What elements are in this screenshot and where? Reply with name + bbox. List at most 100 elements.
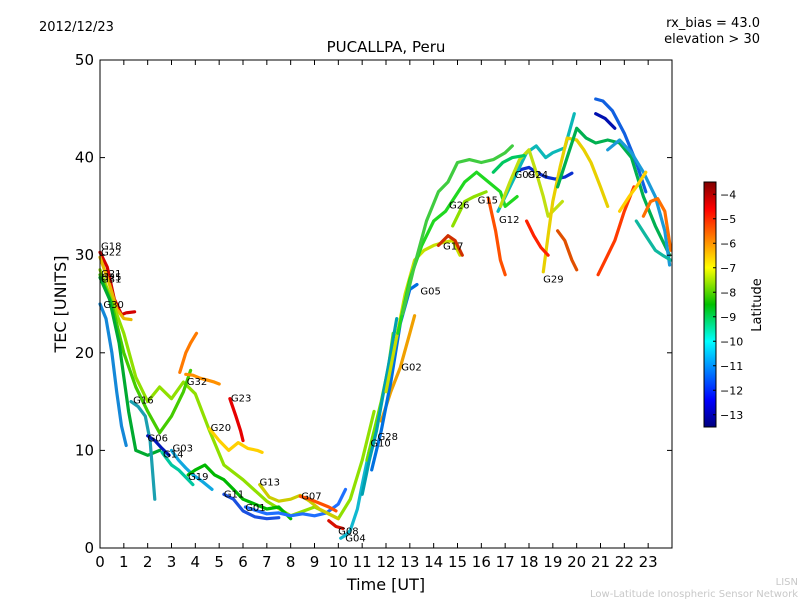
x-tick-label: 18 bbox=[519, 553, 538, 571]
series-line-g34 bbox=[486, 197, 507, 277]
series-layer bbox=[98, 97, 673, 540]
series-line-g05 bbox=[370, 282, 419, 472]
x-tick-label: 17 bbox=[496, 553, 515, 571]
y-axis-label: TEC [UNITS] bbox=[51, 256, 70, 354]
x-tick-label: 20 bbox=[567, 553, 586, 571]
satellite-label-g30: G30 bbox=[103, 300, 123, 311]
series-line-g04 bbox=[339, 448, 371, 540]
series-line-g40 bbox=[594, 112, 617, 130]
colorbar-tick-label: −11 bbox=[720, 360, 743, 373]
series-line-g17 bbox=[384, 239, 462, 394]
x-tick-label: 19 bbox=[543, 553, 562, 571]
footer-org-short: LISN bbox=[776, 577, 798, 588]
y-tick-label: 0 bbox=[84, 539, 94, 557]
colorbar-tick-label: −13 bbox=[720, 409, 743, 422]
colorbar-tick-label: −8 bbox=[720, 286, 736, 299]
satellite-label-g07: G07 bbox=[301, 491, 321, 502]
satellite-label-g18: G18 bbox=[101, 241, 121, 252]
colorbar-label: Latitude bbox=[750, 278, 765, 332]
x-tick-label: 8 bbox=[286, 553, 296, 571]
satellite-label-g16: G16 bbox=[133, 396, 153, 407]
rx-bias-label: rx_bias = 43.0 bbox=[666, 16, 760, 31]
elevation-label: elevation > 30 bbox=[664, 32, 760, 47]
series-line-g41 bbox=[596, 185, 636, 277]
chart-title: PUCALLPA, Peru bbox=[327, 38, 446, 56]
colorbar-tick-label: −7 bbox=[720, 262, 736, 275]
colorbar-tick-label: −4 bbox=[720, 188, 736, 201]
x-tick-label: 22 bbox=[615, 553, 634, 571]
x-tick-label: 21 bbox=[591, 553, 610, 571]
series-line-g16 bbox=[129, 400, 157, 501]
satellite-label-g03: G03 bbox=[173, 443, 193, 454]
satellite-label-g15: G15 bbox=[478, 196, 498, 207]
x-tick-label: 23 bbox=[639, 553, 658, 571]
satellite-label-g22: G22 bbox=[101, 247, 121, 258]
satellite-label-g29: G29 bbox=[543, 275, 563, 286]
satellite-label-g25: G25 bbox=[101, 273, 121, 284]
footer-org-full: Low-Latitude Ionospheric Sensor Network bbox=[590, 589, 798, 600]
series-line-g39 bbox=[606, 138, 672, 267]
satellite-label-g12: G12 bbox=[499, 215, 519, 226]
x-tick-label: 9 bbox=[310, 553, 320, 571]
satellite-label-g17: G17 bbox=[443, 241, 463, 252]
series-line-g23 bbox=[228, 397, 245, 443]
satellite-label-g14: G14 bbox=[163, 449, 183, 460]
series-line-g35 bbox=[525, 219, 550, 257]
satellite-label-g11: G11 bbox=[224, 489, 244, 500]
series-line-g22 bbox=[98, 255, 133, 322]
x-tick-label: 15 bbox=[448, 553, 467, 571]
series-line-g07 bbox=[298, 494, 338, 513]
series-line-g33 bbox=[436, 234, 464, 257]
plot-frame bbox=[99, 59, 673, 549]
satellite-label-g32: G32 bbox=[187, 377, 207, 388]
colorbar-tick-label: −5 bbox=[720, 213, 736, 226]
date-label: 2012/12/23 bbox=[39, 20, 114, 35]
satellite-label-g10: G10 bbox=[370, 439, 390, 450]
series-line-g42 bbox=[618, 170, 648, 213]
series-line-g44 bbox=[634, 219, 673, 262]
satellite-label-g09: G09 bbox=[515, 170, 535, 181]
series-line-g32b bbox=[184, 372, 221, 386]
satellite-label-g31: G31 bbox=[101, 275, 121, 286]
satellite-label-g20: G20 bbox=[211, 423, 231, 434]
satellite-label-g21: G21 bbox=[101, 269, 121, 280]
series-line-g09 bbox=[513, 165, 574, 181]
series-line-g19 bbox=[186, 463, 293, 521]
x-tick-label: 1 bbox=[119, 553, 129, 571]
y-tick-label: 20 bbox=[75, 344, 94, 362]
series-line-g43 bbox=[641, 197, 673, 252]
satellite-label-g24: G24 bbox=[528, 170, 548, 181]
colorbar-tick-label: −10 bbox=[720, 335, 743, 348]
satellite-label-g23: G23 bbox=[231, 394, 251, 405]
series-line-g29 bbox=[541, 136, 610, 274]
series-line-g12 bbox=[496, 112, 576, 213]
series-line-g31 bbox=[98, 276, 162, 457]
series-line-g30 bbox=[98, 302, 128, 448]
x-tick-label: 2 bbox=[143, 553, 153, 571]
x-axis-label: Time [UT] bbox=[346, 575, 425, 594]
series-line-g25 bbox=[98, 273, 193, 435]
x-tick-label: 13 bbox=[400, 553, 419, 571]
colorbar-ticks: −4 −5 −6 −7 −8 −9 −10 −11 −12 −13 bbox=[713, 188, 743, 422]
x-tick-label: 11 bbox=[353, 553, 372, 571]
series-line-g03 bbox=[169, 448, 214, 491]
y-tick-label: 50 bbox=[75, 51, 94, 69]
y-tick-label: 30 bbox=[75, 246, 94, 264]
x-tick-label: 5 bbox=[214, 553, 224, 571]
satellite-label-g19: G19 bbox=[188, 472, 208, 483]
x-tick-label: 3 bbox=[167, 553, 177, 571]
colorbar-tick-label: −12 bbox=[720, 384, 743, 397]
y-axis: 0 10 20 30 40 50 bbox=[75, 51, 672, 557]
satellite-label-g04: G04 bbox=[345, 533, 365, 544]
series-line-g14 bbox=[160, 450, 195, 487]
x-tick-label: 4 bbox=[191, 553, 201, 571]
series-line-g38 bbox=[594, 97, 648, 194]
satellite-label-g01: G01 bbox=[245, 503, 265, 514]
series-line-g36 bbox=[556, 229, 579, 272]
x-tick-label: 10 bbox=[329, 553, 348, 571]
satellite-label-g26: G26 bbox=[449, 200, 469, 211]
series-line-g46 bbox=[491, 154, 526, 174]
series-line-g15 bbox=[401, 144, 514, 316]
